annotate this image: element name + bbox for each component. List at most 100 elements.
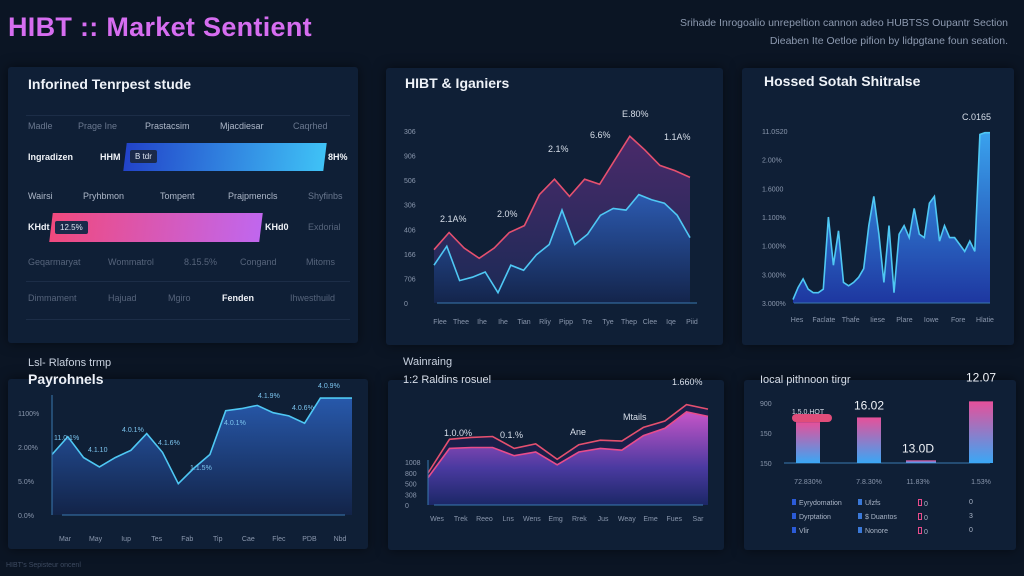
panel-title: HIBT & Iganiers [405,75,510,91]
data-label: C.0165 [962,112,991,122]
row-code: HHM [100,152,121,162]
cyan-series-line [792,131,990,300]
table-cell: Tompent [160,191,195,201]
x-tick-label: Fues [666,516,682,523]
y-tick-label: 2.00% [762,158,782,165]
x-tick-label: Fore [951,317,966,324]
data-label: 2.1A% [440,214,467,224]
y-tick-label: 0.0% [18,513,34,520]
cyan-series-area [434,194,690,303]
x-tick-label: Ihe [477,319,487,326]
table-cell: Wommatrol [108,257,154,267]
bar [906,460,936,463]
x-tick-label: Faclate [812,317,835,324]
bar-value-label: 1.5.0.HOT [792,409,825,416]
x-tick-label: Wes [430,516,444,523]
bar-value-label: 12.07 [966,370,996,384]
x-tick-label: Mar [59,536,72,543]
y-tick-label: 11.0S20 [762,129,788,136]
category-label: 11.83% [906,479,929,486]
data-label: 4.0.6% [292,405,314,412]
bar [857,417,881,463]
column-header: Caqrhed [293,121,328,131]
y-tick-label: 1008 [405,460,421,467]
legend-label: 0 [924,515,928,522]
x-tick-label: Weay [618,516,636,523]
table-cell: Pryhbmon [83,191,125,201]
y-tick-label: 306 [404,129,416,136]
x-tick-label: Jus [598,516,609,523]
x-tick-label: Ihe [498,319,508,326]
cyan-series-area [52,398,352,515]
data-label: 2.0% [497,209,518,219]
legend-item: $ Duantos [858,513,897,521]
x-tick-label: Sar [693,516,705,523]
y-tick-label: 0 [404,301,408,308]
x-tick-label: Thep [621,319,637,326]
data-label: 4.0.1% [122,427,144,434]
y-tick-label: 308 [405,492,417,499]
panel-title: Payrohnels [28,371,104,387]
legend-label: 3 [969,513,973,520]
legend-swatch [792,499,796,505]
x-tick-label: Piid [686,319,698,326]
table-cell: Exdorial [308,222,341,232]
panel-title: Hossed Sotah Shitralse [764,73,921,89]
x-tick-label: Iiese [870,317,885,324]
data-label: 4.1.10 [88,447,108,454]
x-tick-label: Tes [151,536,162,543]
legend-swatch [792,513,796,519]
data-label: 4.0.1% [224,420,246,427]
bar-value-label: 13.0D [902,441,934,455]
y-tick-label: 2.00% [18,445,38,452]
legend-item: Ulzfs [858,499,881,507]
table-cell: Mgiro [168,293,191,303]
header-subtitle-2: Dieaben Ite Oetloe pifion by lidpgtane f… [769,35,1008,47]
y-tick-label: 306 [404,203,416,210]
legend-label: 0 [924,529,928,536]
cyan-series-line [433,193,691,295]
y-tick-label: 5.0% [18,479,34,486]
x-tick-label: Iqe [666,319,676,326]
y-tick-label: 900 [760,401,772,408]
table-cell: 8.15.5% [184,257,218,267]
column-header: Mjacdiesar [220,121,264,131]
data-label: 2.1% [548,144,569,154]
y-tick-label: 150 [760,431,772,438]
red-series-line [427,403,709,474]
legend-item: 0 [918,513,928,522]
panel-pretitle: Lsl- Rlafons trmp [28,357,112,369]
cyan-series-line [51,397,352,486]
data-label: 4.1.9% [258,393,280,400]
legend-item: 0 [918,499,928,508]
row-value: 8H% [328,152,348,162]
legend-label: Vlir [799,528,810,535]
legend-label: 0 [969,527,973,534]
red-series-line [433,134,691,260]
x-tick-label: PDB [302,536,317,543]
legend-swatch [792,527,796,533]
y-tick-label: 706 [404,276,416,283]
legend-label: Ulzfs [865,500,881,507]
panel-pretitle: Wainraing [403,356,453,368]
x-tick-label: Iup [121,536,131,543]
category-label: 1.53% [971,479,991,486]
y-tick-label: 406 [404,227,416,234]
x-tick-label: Thafe [842,317,860,324]
legend-label: Nonore [865,528,888,535]
table-cell: Wairsi [28,191,53,201]
x-tick-label: Cae [242,536,255,543]
legend-label: 0 [924,501,928,508]
sentiment-table-panel: Inforined Tenrpest stude Madle Prage Ine… [8,67,358,343]
legend-item: Vlir [792,527,809,535]
x-tick-label: Trek [454,516,468,523]
legend-swatch [918,513,922,520]
column-header: Madle [28,121,53,131]
cyan-series-area [793,132,990,303]
row-label: KHdt [28,222,50,232]
y-tick-label: 1.6000 [762,186,784,193]
